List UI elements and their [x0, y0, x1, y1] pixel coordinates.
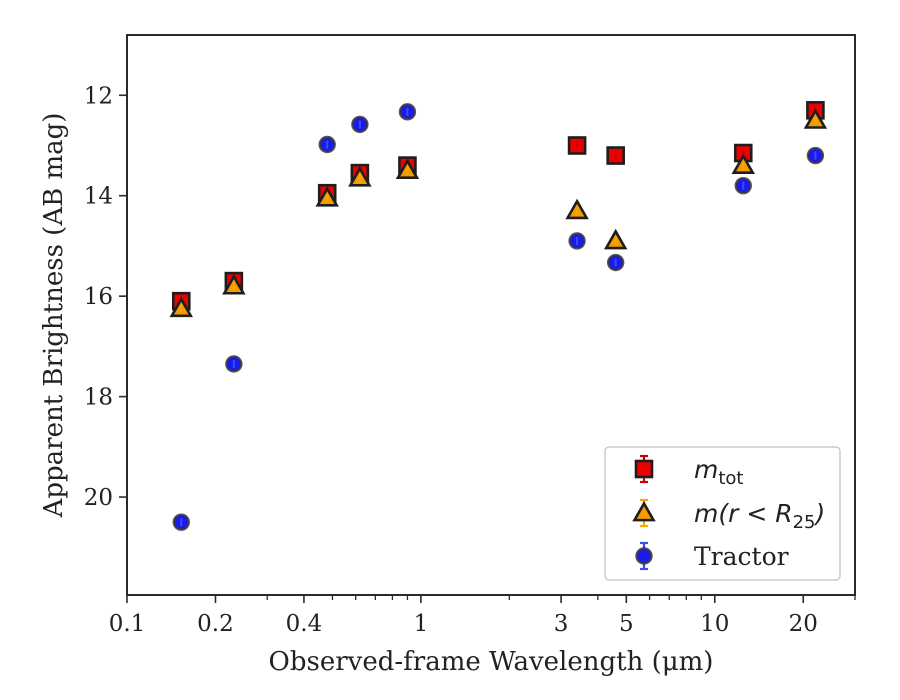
y-tick-label: 20 [84, 485, 113, 511]
x-tick-label: 10 [700, 611, 729, 637]
x-tick-label: 20 [789, 611, 818, 637]
x-tick-label: 0.2 [197, 611, 234, 637]
x-tick-label: 1 [414, 611, 429, 637]
legend-item-triangle: m(r < R25) [632, 498, 825, 533]
y-tick-label: 12 [84, 83, 113, 109]
legend-item-circle: Tractor [635, 541, 789, 571]
legend-label: mtot [694, 455, 744, 489]
x-tick-label: 5 [619, 611, 634, 637]
x-tick-label: 0.4 [286, 611, 323, 637]
y-tick-label: 16 [84, 284, 113, 310]
legend-circle-marker [635, 547, 653, 565]
y-axis-label: Apparent Brightness (AB mag) [39, 113, 69, 519]
tick-labels: 0.1 0.2 0.4 1 3 5 10 20 12 14 16 18 20 [84, 83, 818, 637]
series-circle [172, 103, 825, 531]
legend-label: Tractor [694, 542, 789, 571]
legend-item-square: mtot [634, 454, 744, 489]
legend-triangle-marker [632, 500, 656, 522]
y-tick-label: 18 [84, 385, 113, 411]
legend-square-marker [634, 459, 654, 479]
legend-box [604, 446, 841, 581]
x-tick-label: 3 [554, 611, 569, 637]
legend: mtot m(r < R25) Tractor [604, 446, 841, 581]
axis-ticks [119, 94, 805, 603]
legend-label: m(r < R25) [694, 499, 825, 533]
x-axis-label: Observed-frame Wavelength (μm) [269, 647, 714, 677]
data-series [169, 101, 828, 531]
series-triangle [169, 108, 828, 318]
x-tick-label: 0.1 [109, 611, 146, 637]
y-tick-label: 14 [84, 184, 113, 210]
plot-frame [126, 34, 856, 596]
